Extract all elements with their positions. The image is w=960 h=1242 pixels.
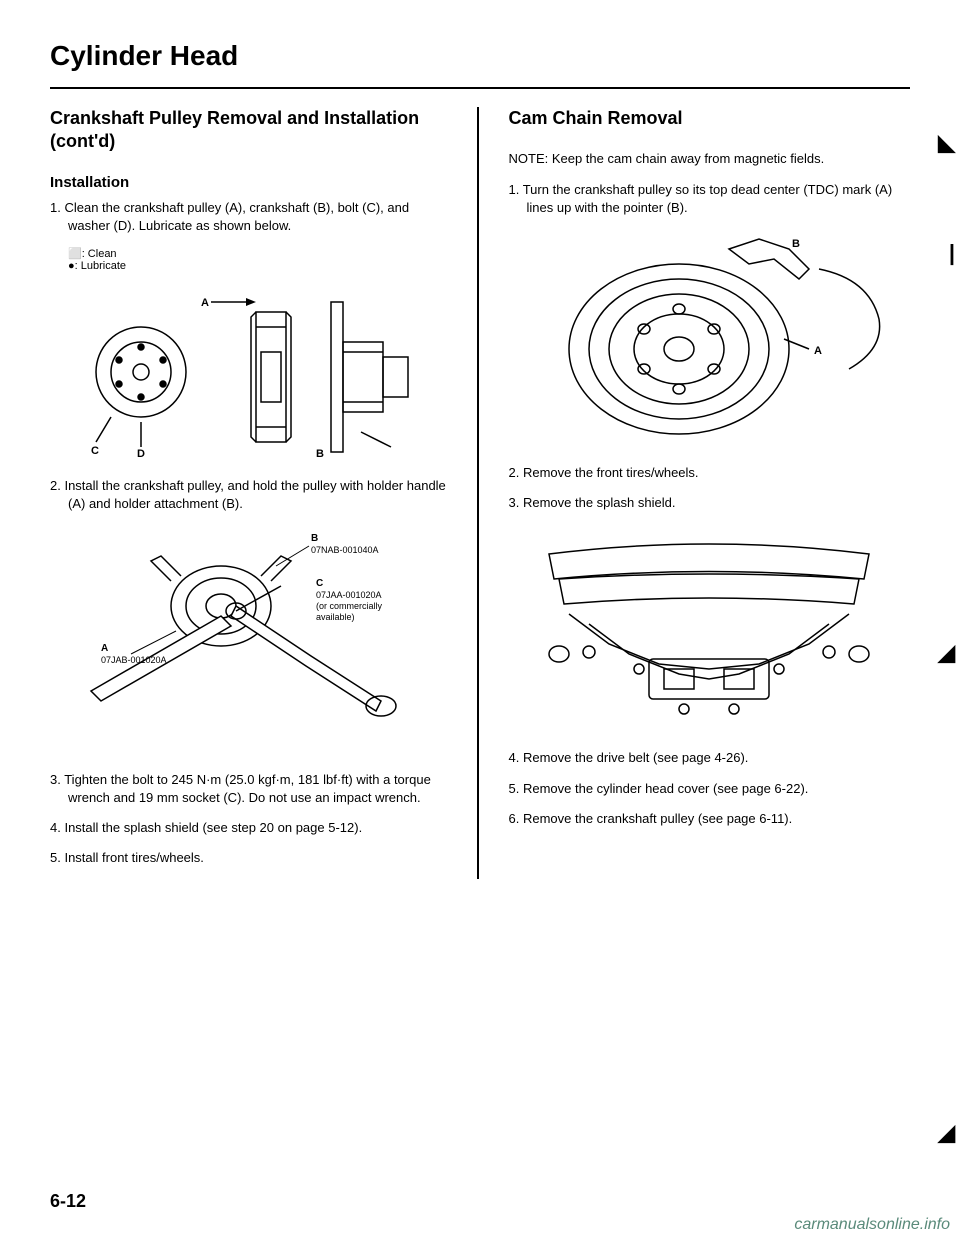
step-6-right: 6. Remove the crankshaft pulley (see pag…: [509, 810, 911, 828]
legend: ⬜: Clean ●: Lubricate: [50, 247, 452, 272]
svg-text:07JAB-001020A: 07JAB-001020A: [101, 655, 167, 665]
section-title-left: Crankshaft Pulley Removal and Installati…: [50, 107, 452, 154]
step-1-right: 1. Turn the crankshaft pulley so its top…: [509, 181, 911, 217]
side-mark-icon: ◣: [938, 130, 955, 156]
step-4-left: 4. Install the splash shield (see step 2…: [50, 819, 452, 837]
column-container: Crankshaft Pulley Removal and Installati…: [50, 107, 910, 879]
main-title: Cylinder Head: [50, 40, 910, 72]
svg-text:B: B: [792, 238, 800, 250]
svg-text:07JAA-001020A: 07JAA-001020A: [316, 590, 382, 600]
svg-text:A: A: [814, 345, 822, 357]
side-mark-icon: ◢: [938, 640, 955, 666]
svg-text:A: A: [101, 643, 108, 654]
figure-splash-shield: [509, 524, 911, 734]
horizontal-rule: [50, 87, 910, 89]
svg-text:(or commercially: (or commercially: [316, 601, 383, 611]
step-5-left: 5. Install front tires/wheels.: [50, 849, 452, 867]
subsection-installation: Installation: [50, 174, 452, 191]
note-right: NOTE: Keep the cam chain away from magne…: [509, 150, 911, 168]
legend-clean: ⬜: Clean: [68, 247, 452, 260]
svg-text:B: B: [316, 448, 324, 460]
right-column: Cam Chain Removal NOTE: Keep the cam cha…: [509, 107, 911, 879]
svg-text:C: C: [91, 445, 99, 457]
step-2-left: 2. Install the crankshaft pulley, and ho…: [50, 477, 452, 513]
watermark: carmanualsonline.info: [794, 1216, 950, 1234]
section-title-right: Cam Chain Removal: [509, 107, 911, 130]
side-mark-icon: |: [949, 240, 955, 266]
step-3-right: 3. Remove the splash shield.: [509, 494, 911, 512]
step-4-right: 4. Remove the drive belt (see page 4-26)…: [509, 749, 911, 767]
svg-text:D: D: [137, 448, 145, 460]
legend-lubricate: ●: Lubricate: [68, 260, 452, 272]
svg-text:available): available): [316, 612, 355, 622]
svg-text:A: A: [201, 297, 209, 309]
figure-tdc-pulley: B A: [509, 229, 911, 449]
page-number: 6-12: [50, 1191, 86, 1212]
document-page: Cylinder Head Crankshaft Pulley Removal …: [0, 0, 960, 1242]
svg-text:C: C: [316, 578, 323, 589]
svg-text:B: B: [311, 533, 318, 544]
step-2-right: 2. Remove the front tires/wheels.: [509, 464, 911, 482]
figure-pulley-clean: C D A: [50, 282, 452, 462]
step-3-left: 3. Tighten the bolt to 245 N·m (25.0 kgf…: [50, 771, 452, 807]
step-1-left: 1. Clean the crankshaft pulley (A), cran…: [50, 199, 452, 235]
left-column: Crankshaft Pulley Removal and Installati…: [50, 107, 479, 879]
side-mark-icon: ◢: [938, 1120, 955, 1146]
step-5-right: 5. Remove the cylinder head cover (see p…: [509, 780, 911, 798]
svg-text:07NAB-001040A: 07NAB-001040A: [311, 545, 379, 555]
figure-holder-tool: A 07JAB-001020A B 07NAB-001040A C 07JAA-…: [50, 526, 452, 756]
